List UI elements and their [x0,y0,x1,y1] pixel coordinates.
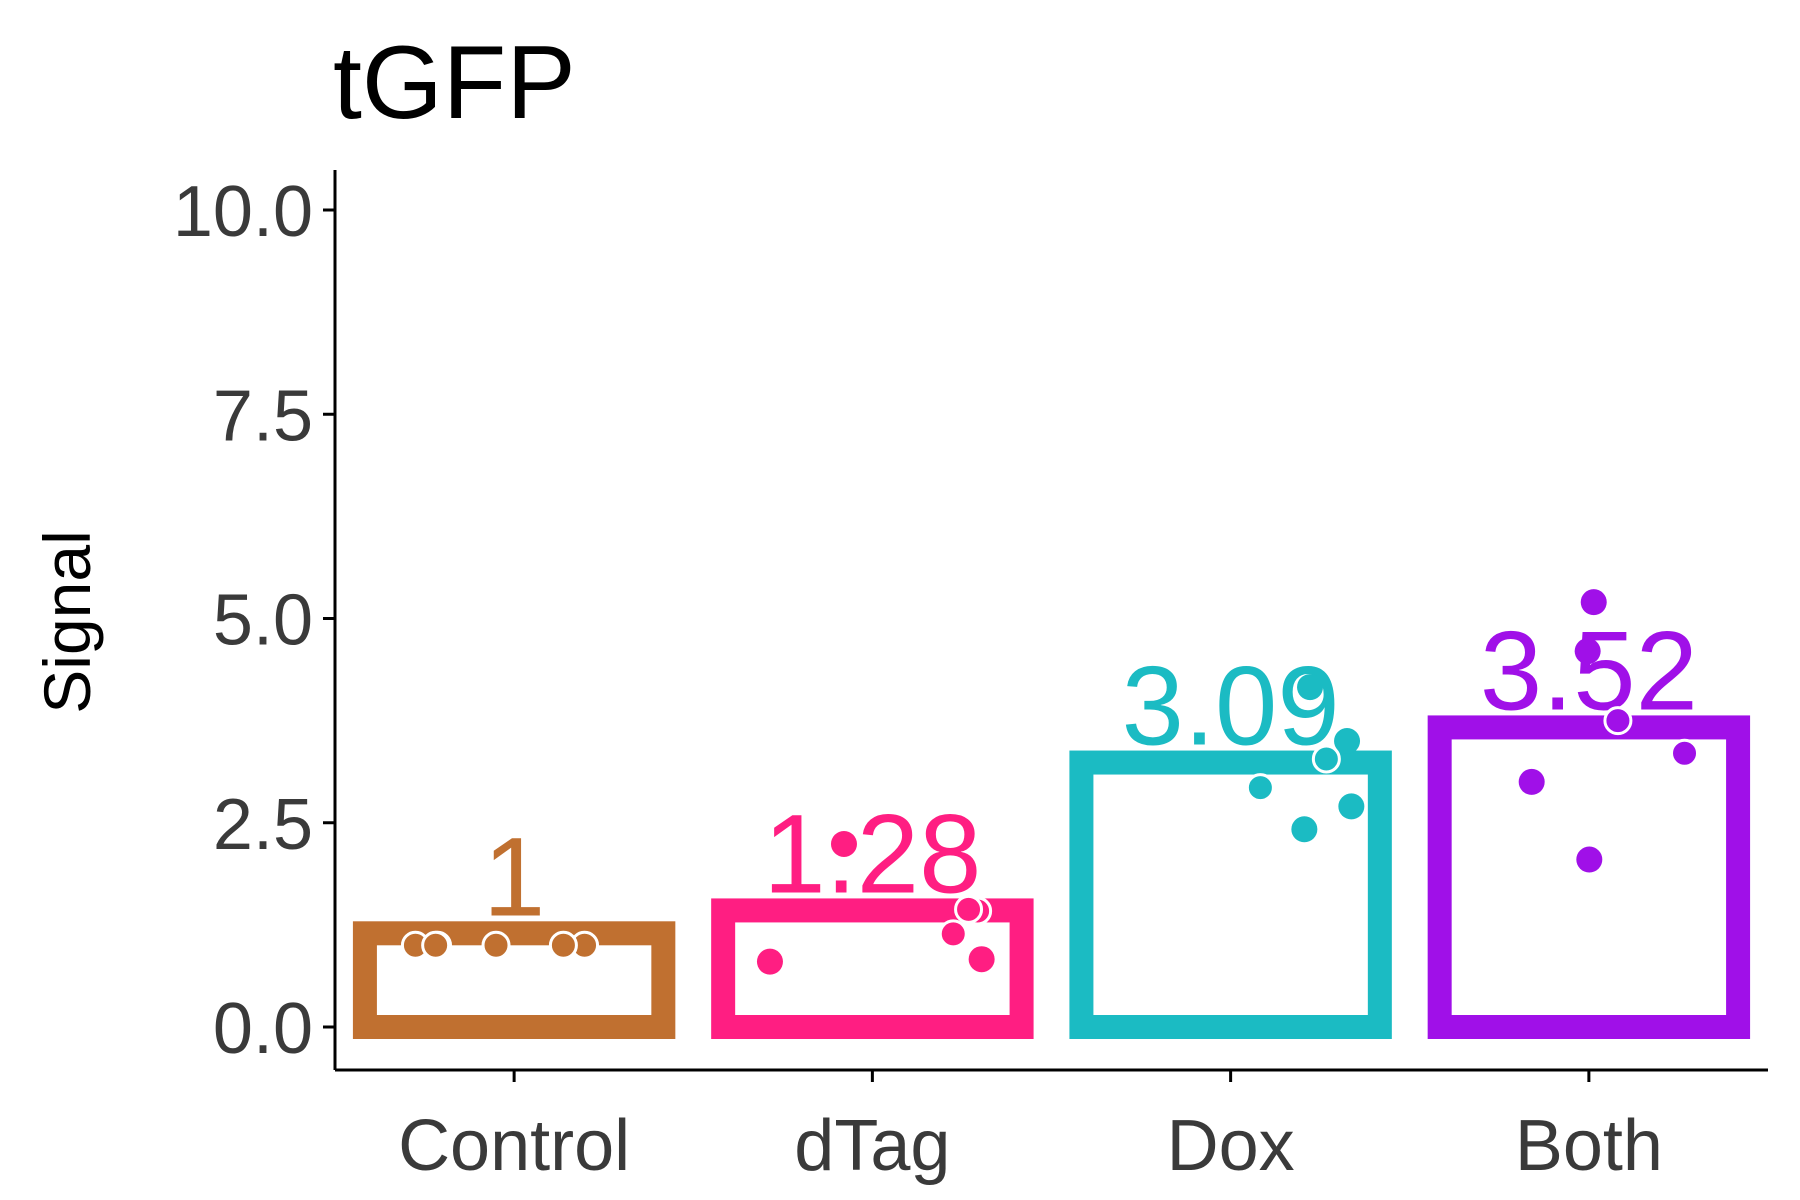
data-point [1311,744,1341,774]
data-point [481,930,511,960]
bar-dtag [711,898,1034,1040]
data-point [1603,706,1633,736]
y-tick-label: 7.5 [213,376,313,456]
bar-both [1427,715,1751,1040]
x-tick-label: dTag [794,1106,950,1186]
y-tick-label: 2.5 [213,785,313,865]
bar-control [352,921,676,1039]
data-point [830,830,857,857]
data-point [1334,728,1361,755]
data-point [421,930,451,960]
y-tick-label: 10.0 [173,172,313,252]
x-tick-label: Both [1515,1106,1663,1186]
x-tick-label: Dox [1167,1106,1295,1186]
y-tick-label: 5.0 [213,581,313,661]
data-point [954,894,984,924]
data-point [548,930,578,960]
data-point [1338,793,1365,820]
data-label: 3.52 [1480,608,1698,733]
data-point [1670,738,1700,768]
data-point [1245,773,1275,803]
y-tick-label: 0.0 [213,989,313,1069]
data-point [938,919,968,949]
data-point [756,948,783,975]
y-axis-title: Signal [30,530,104,713]
data-point [968,946,995,973]
data-point [1297,674,1324,701]
data-point [1291,816,1318,843]
x-tick-label: Control [398,1106,630,1186]
data-point [1580,589,1607,616]
data-point [1574,638,1601,665]
data-point [1518,768,1545,795]
bar-dox [1069,750,1392,1039]
data-label: 1.28 [763,791,981,916]
chart-title: tGFP [333,25,576,141]
data-label: 3.09 [1122,644,1340,769]
plot-area: 0.0 2.5 5.0 7.5 10.0 Control 1 dTag 1.28 Dox 3.09 B… [173,170,1768,1186]
data-label: 1 [483,814,545,939]
data-point [1576,846,1603,873]
